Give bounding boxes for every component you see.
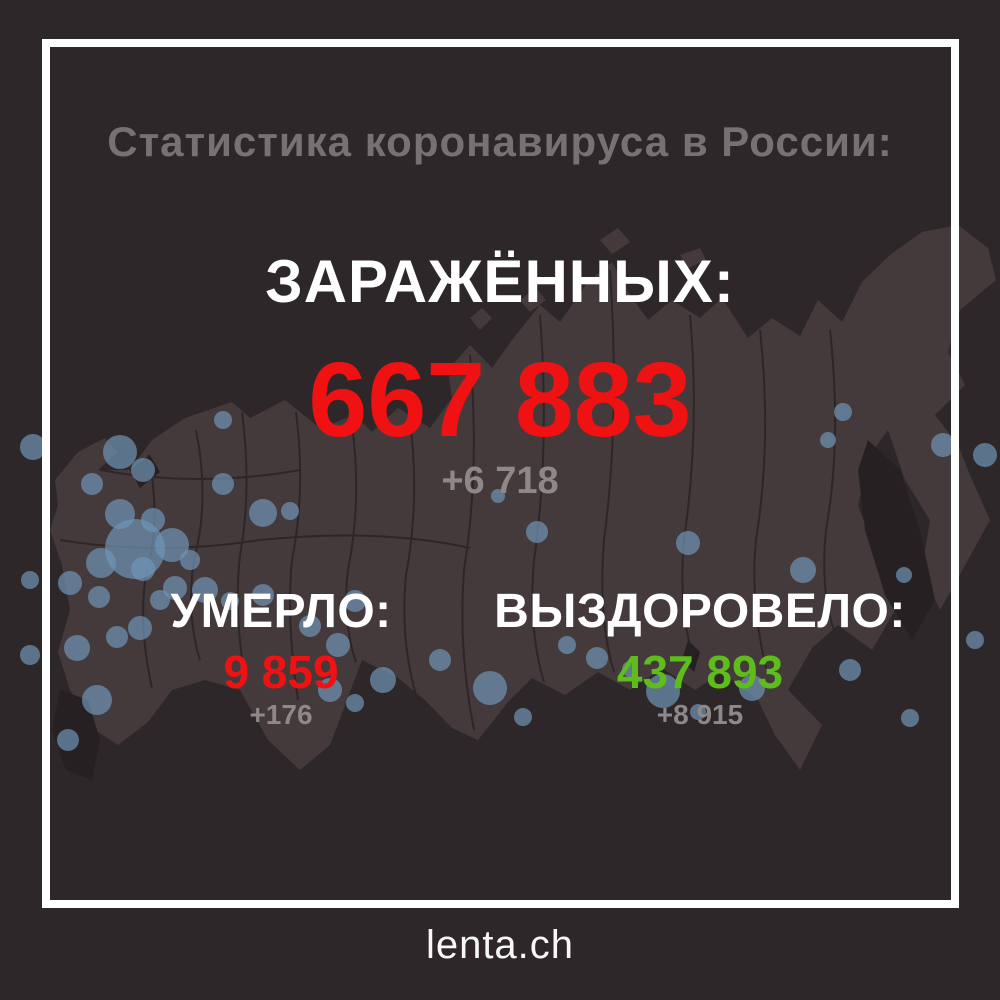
case-bubble	[690, 704, 706, 720]
case-bubble	[86, 548, 116, 578]
recovered-stat: ВЫЗДОРОВЕЛО: 437 893 +8 915	[480, 588, 920, 729]
case-bubble	[212, 473, 234, 495]
case-bubble	[318, 678, 342, 702]
case-bubble	[326, 633, 350, 657]
infected-value: 667 883	[308, 341, 692, 459]
case-bubble	[150, 590, 170, 610]
case-bubble	[586, 647, 608, 669]
case-bubble	[622, 661, 638, 677]
case-bubble	[221, 592, 239, 610]
case-bubble	[931, 433, 955, 457]
case-bubble	[81, 473, 103, 495]
case-bubble	[252, 584, 274, 606]
case-bubbles	[20, 403, 997, 751]
case-bubble	[820, 432, 836, 448]
recovered-value: 437 893	[616, 646, 784, 698]
case-bubble	[299, 615, 321, 637]
case-bubble	[82, 685, 112, 715]
recovered-label: ВЫЗДОРОВЕЛО:	[494, 585, 906, 638]
site-name: lenta.ch	[425, 923, 575, 967]
case-bubble	[180, 550, 200, 570]
case-bubble	[558, 636, 576, 654]
case-bubble	[526, 521, 548, 543]
case-bubble	[646, 674, 680, 708]
case-bubble	[88, 586, 110, 608]
case-bubble	[514, 708, 532, 726]
case-bubble	[973, 443, 997, 467]
case-bubble	[103, 435, 137, 469]
case-bubble	[739, 675, 765, 701]
case-bubble	[839, 659, 861, 681]
case-bubble	[20, 434, 46, 460]
case-bubble	[370, 667, 396, 693]
case-bubble	[131, 557, 155, 581]
case-bubble	[58, 571, 82, 595]
case-bubble	[473, 671, 507, 705]
case-bubble	[57, 729, 79, 751]
case-bubble	[163, 576, 187, 600]
case-bubble	[429, 649, 451, 671]
died-label: УМЕРЛО:	[170, 585, 392, 638]
case-bubble	[128, 616, 152, 640]
case-bubble	[249, 499, 277, 527]
case-bubble	[834, 403, 852, 421]
map-region-borders	[59, 269, 837, 731]
case-bubble	[131, 458, 155, 482]
case-bubble	[966, 631, 984, 649]
case-bubble	[214, 411, 232, 429]
case-bubble	[344, 590, 366, 612]
died-delta: +176	[249, 699, 313, 730]
case-bubble	[346, 694, 364, 712]
recovered-delta: +8 915	[656, 699, 744, 730]
died-value: 9 859	[223, 646, 339, 698]
case-bubble	[192, 577, 218, 603]
case-bubble	[896, 567, 912, 583]
case-bubble	[155, 528, 189, 562]
case-bubble	[281, 502, 299, 520]
page-title: Статистика коронавируса в России:	[107, 118, 893, 166]
case-bubble	[20, 645, 40, 665]
case-bubble	[64, 635, 90, 661]
case-bubble	[790, 557, 816, 583]
case-bubble	[106, 626, 128, 648]
died-stat: УМЕРЛО: 9 859 +176	[31, 588, 531, 729]
case-bubble	[676, 531, 700, 555]
infected-delta: +6 718	[441, 460, 559, 502]
infected-label: ЗАРАЖЁННЫХ:	[265, 248, 735, 315]
case-bubble	[901, 709, 919, 727]
case-bubble	[21, 571, 39, 589]
case-bubble	[491, 489, 505, 503]
